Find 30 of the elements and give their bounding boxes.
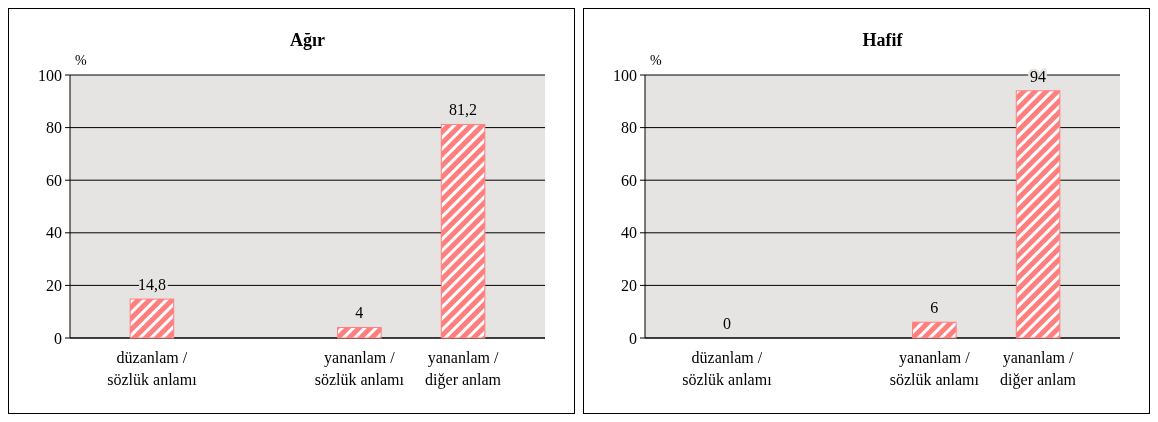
y-tick-label: 0 [54, 329, 62, 347]
y-axis-title: % [650, 53, 662, 68]
x-tick-label: yananlam / sözlük anlamı [314, 349, 405, 388]
y-tick-label: 60 [46, 171, 62, 189]
y-tick-label: 80 [46, 119, 62, 137]
data-label: 0 [722, 315, 731, 332]
data-label: 81,2 [449, 101, 478, 119]
bar [129, 298, 175, 339]
y-axis-title: % [75, 53, 87, 68]
chart-title: Hafif [862, 30, 904, 50]
y-tick-label: 80 [621, 119, 637, 137]
x-tick-label: yananlam / diğer anlam [425, 349, 502, 389]
x-tick-label: düzanlam / sözlük anlamı [107, 349, 198, 388]
bar [440, 123, 486, 339]
y-tick-label: 20 [621, 277, 637, 294]
data-label: 94 [1030, 67, 1047, 85]
y-tick-label: 20 [46, 277, 62, 294]
y-tick-label: 0 [629, 329, 637, 347]
data-label: 4 [355, 304, 364, 322]
chart-title: Ağır [290, 30, 325, 50]
x-tick-label: yananlam / diğer anlam [1000, 349, 1077, 389]
data-label: 6 [930, 299, 939, 317]
y-tick-label: 60 [621, 171, 637, 189]
y-tick-label: 100 [613, 66, 637, 84]
x-tick-label: düzanlam / sözlük anlamı [682, 349, 773, 388]
y-tick-label: 100 [38, 66, 62, 84]
y-tick-label: 40 [621, 224, 637, 242]
bar [337, 326, 382, 339]
y-tick-label: 40 [46, 224, 62, 242]
x-tick-label: yananlam / sözlük anlamı [889, 349, 980, 388]
